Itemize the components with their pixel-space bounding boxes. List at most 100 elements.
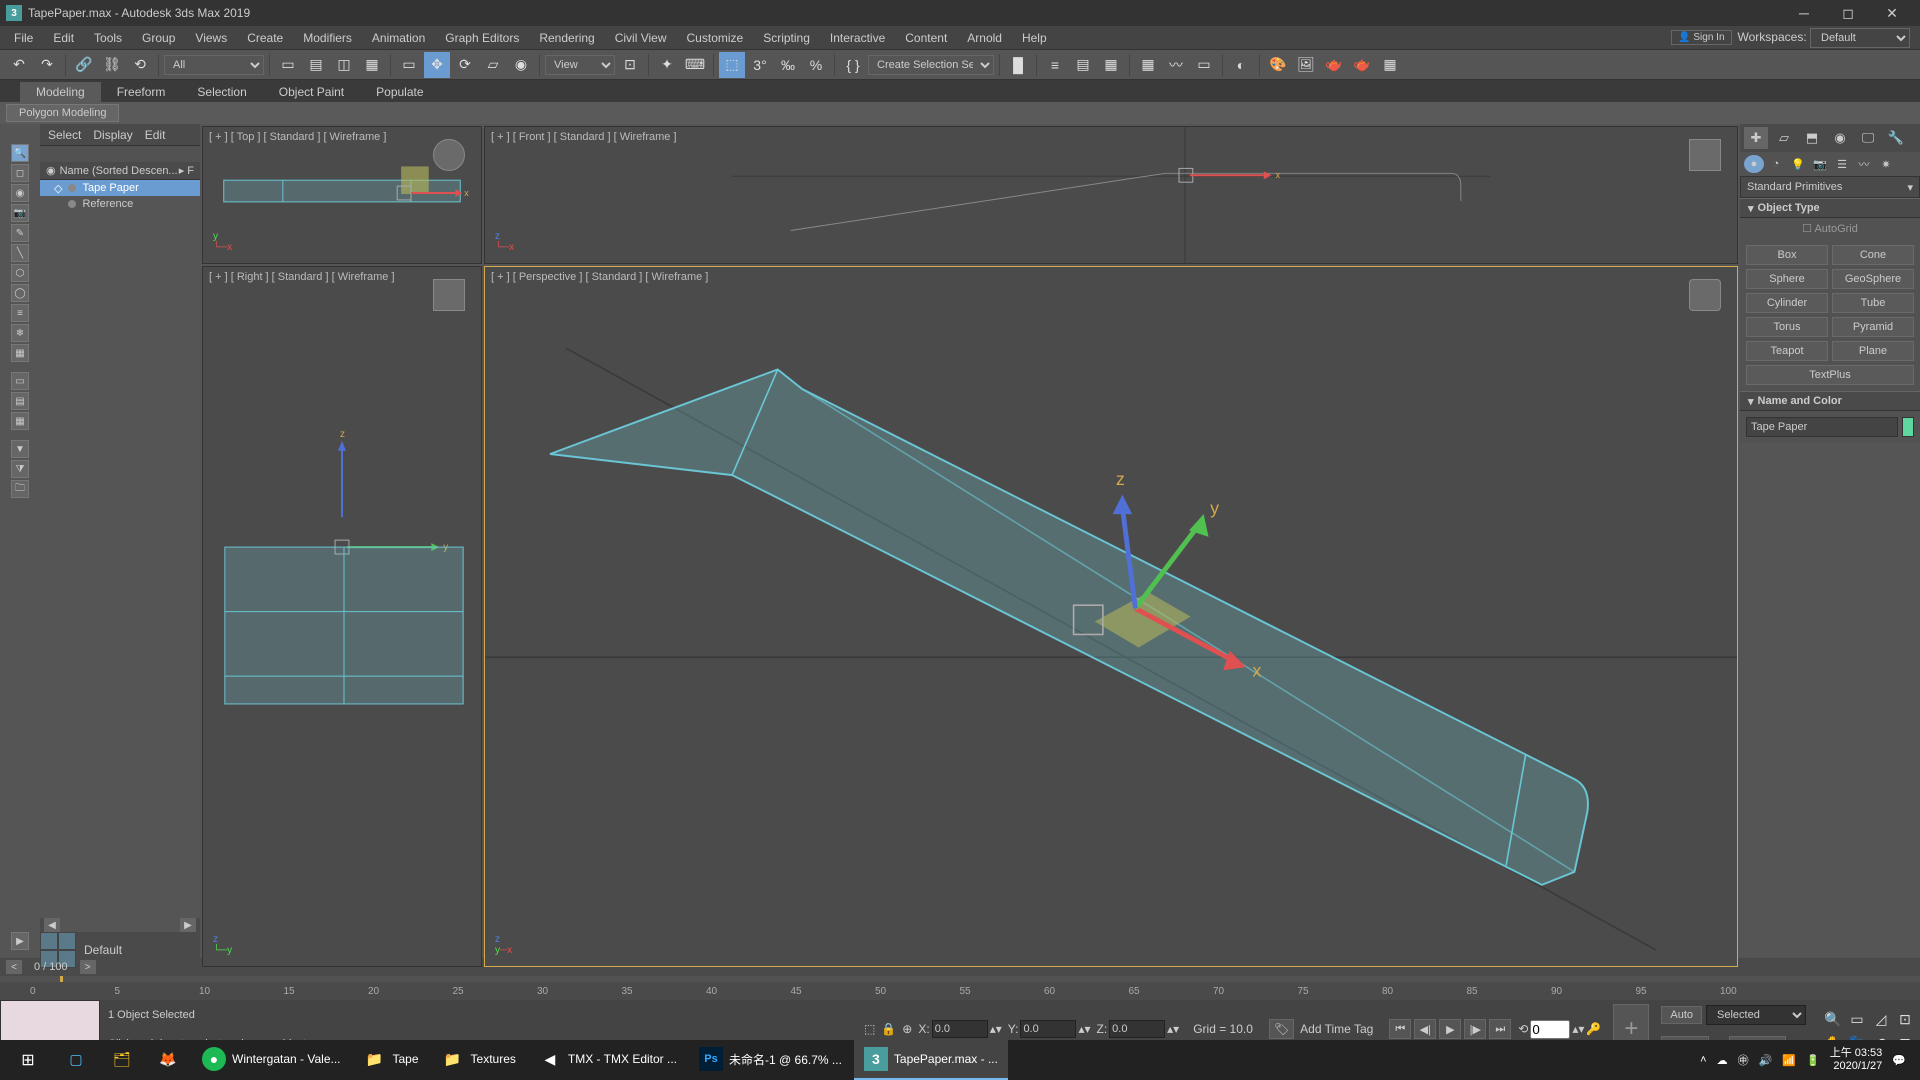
sx-col-name[interactable]: Name (Sorted Descen... (60, 165, 178, 177)
cp-btn-textplus[interactable]: TextPlus (1746, 365, 1914, 385)
tb-tape[interactable]: 📁Tape (353, 1040, 429, 1080)
menu-views[interactable]: Views (185, 28, 237, 48)
ls-sys-icon[interactable]: ▦ (11, 344, 29, 362)
task-view-button[interactable]: ▢ (54, 1040, 98, 1080)
unlink-button[interactable]: ⛓ (99, 52, 125, 78)
add-timetag[interactable]: Add Time Tag (1300, 1022, 1373, 1036)
selset-select[interactable]: Create Selection Set (868, 55, 994, 75)
pivot-button[interactable]: ⊡ (617, 52, 643, 78)
move-button[interactable]: ✥ (424, 52, 450, 78)
ls-h-icon[interactable]: ▤ (11, 392, 29, 410)
lock-icon[interactable]: 🔒 (881, 1022, 896, 1036)
tl-left-button[interactable]: < (6, 960, 22, 974)
sx-col-f[interactable]: ▸ F (179, 164, 194, 177)
tl-right-button[interactable]: > (80, 960, 96, 974)
cp-btn-geosphere[interactable]: GeoSphere (1832, 269, 1914, 289)
menu-animation[interactable]: Animation (362, 28, 435, 48)
viewcube-icon[interactable] (1689, 279, 1721, 311)
sx-search[interactable] (40, 146, 200, 162)
render-button[interactable]: 🫖 (1321, 52, 1347, 78)
cp-btn-tube[interactable]: Tube (1832, 293, 1914, 313)
tray-onedrive-icon[interactable]: ☁ (1717, 1054, 1728, 1067)
cp-btn-plane[interactable]: Plane (1832, 341, 1914, 361)
ls-lines-icon[interactable]: ≡ (11, 304, 29, 322)
cp-shapes-icon[interactable]: ◔ (1766, 155, 1786, 173)
nav-zoom-icon[interactable]: 🔍 (1820, 1006, 1846, 1032)
manipulate-button[interactable]: ✦ (654, 52, 680, 78)
render-prod-button[interactable]: 🫖 (1349, 52, 1375, 78)
maximize-button[interactable]: ◻ (1826, 0, 1870, 26)
menu-civilview[interactable]: Civil View (605, 28, 677, 48)
render-iter-button[interactable]: ▦ (1377, 52, 1403, 78)
tray-power-icon[interactable]: 🔋 (1806, 1054, 1820, 1067)
coord-y-input[interactable] (1020, 1020, 1076, 1038)
menu-edit[interactable]: Edit (43, 28, 84, 48)
menu-file[interactable]: File (4, 28, 43, 48)
ls-bone-icon[interactable]: ⬡ (11, 264, 29, 282)
firefox-button[interactable]: 🦊 (146, 1040, 190, 1080)
cp-roll-namecolor[interactable]: Name and Color (1740, 391, 1920, 411)
menu-customize[interactable]: Customize (677, 28, 754, 48)
menu-scripting[interactable]: Scripting (753, 28, 820, 48)
timetag-icon[interactable]: 🏷 (1269, 1019, 1294, 1039)
material-button[interactable]: ◐ (1228, 52, 1254, 78)
window-crossing-button[interactable]: ▦ (359, 52, 385, 78)
sx-item-tapepaper[interactable]: ◇ Tape Paper (40, 180, 200, 196)
render-frame-button[interactable]: 🖼 (1293, 52, 1319, 78)
isolate-icon[interactable]: ⬚ (864, 1022, 875, 1036)
rotate-button[interactable]: ⟳ (452, 52, 478, 78)
viewport-front[interactable]: [ + ] [ Front ] [ Standard ] [ Wireframe… (484, 126, 1738, 264)
redo-button[interactable]: ↷ (34, 52, 60, 78)
goto-start-button[interactable]: ⏮ (1389, 1019, 1411, 1039)
menu-interactive[interactable]: Interactive (820, 28, 895, 48)
cp-name-input[interactable] (1746, 417, 1898, 437)
select-object-button[interactable]: ▭ (275, 52, 301, 78)
ribbon-tab-selection[interactable]: Selection (181, 82, 262, 102)
select-region-button[interactable]: ◫ (331, 52, 357, 78)
nav-fov-icon[interactable]: ◿ (1868, 1006, 1894, 1032)
ls-i-icon[interactable]: ▦ (11, 412, 29, 430)
cp-btn-teapot[interactable]: Teapot (1746, 341, 1828, 361)
sx-item-reference[interactable]: ◇ Reference (40, 196, 200, 212)
cp-btn-cone[interactable]: Cone (1832, 245, 1914, 265)
ls-funnel-icon[interactable]: ⧩ (11, 460, 29, 478)
explorer-button[interactable]: 🗂 (100, 1040, 144, 1080)
tray-input-icon[interactable]: ㊥ (1738, 1052, 1749, 1068)
sx-select[interactable]: Select (48, 128, 81, 142)
align-button[interactable]: ≡ (1042, 52, 1068, 78)
tray-up-icon[interactable]: ˄ (1700, 1054, 1706, 1066)
ls-warp-icon[interactable]: ❄ (11, 324, 29, 342)
ribbon-button[interactable]: ▦ (1135, 52, 1161, 78)
cp-color-swatch[interactable] (1902, 417, 1914, 437)
key-icon[interactable]: 🔑 (1586, 1022, 1601, 1036)
editselset-button[interactable]: { } (840, 52, 866, 78)
viewcube-icon[interactable] (433, 279, 465, 311)
autokey-button[interactable]: Auto (1661, 1006, 1702, 1024)
cp-helpers-icon[interactable]: ☰ (1832, 155, 1852, 173)
ribbon-tab-populate[interactable]: Populate (360, 82, 439, 102)
cp-btn-torus[interactable]: Torus (1746, 317, 1828, 337)
place-button[interactable]: ◉ (508, 52, 534, 78)
sx-display[interactable]: Display (93, 128, 132, 142)
workspace-select[interactable]: Default (1810, 28, 1910, 48)
undo-button[interactable]: ↶ (6, 52, 32, 78)
coord-z-input[interactable] (1109, 1020, 1165, 1038)
refcoord-select[interactable]: View (545, 55, 615, 75)
sx-scroll-right[interactable]: ▶ (180, 918, 196, 932)
goto-end-button[interactable]: ⏭ (1489, 1019, 1511, 1039)
tray-wifi-icon[interactable]: 📶 (1782, 1054, 1796, 1067)
ls-edit-icon[interactable]: ✎ (11, 224, 29, 242)
ls-g-icon[interactable]: ▭ (11, 372, 29, 390)
cp-roll-objtype[interactable]: Object Type (1740, 198, 1920, 218)
ribbon-tab-freeform[interactable]: Freeform (101, 82, 182, 102)
menu-help[interactable]: Help (1012, 28, 1057, 48)
curve-editor-button[interactable]: 〰 (1163, 52, 1189, 78)
coord-icon[interactable]: ⊕ (902, 1022, 912, 1036)
ls-filter-icon[interactable]: ▼ (11, 440, 29, 458)
layers-button[interactable]: ▤ (1070, 52, 1096, 78)
keyfilters-select[interactable]: Selected (1706, 1005, 1806, 1025)
cp-systems-icon[interactable]: ✷ (1876, 155, 1896, 173)
frame-input[interactable] (1530, 1020, 1570, 1039)
ribbon-tab-modeling[interactable]: Modeling (20, 82, 101, 102)
ls-expand-icon[interactable]: ▶ (11, 932, 29, 950)
